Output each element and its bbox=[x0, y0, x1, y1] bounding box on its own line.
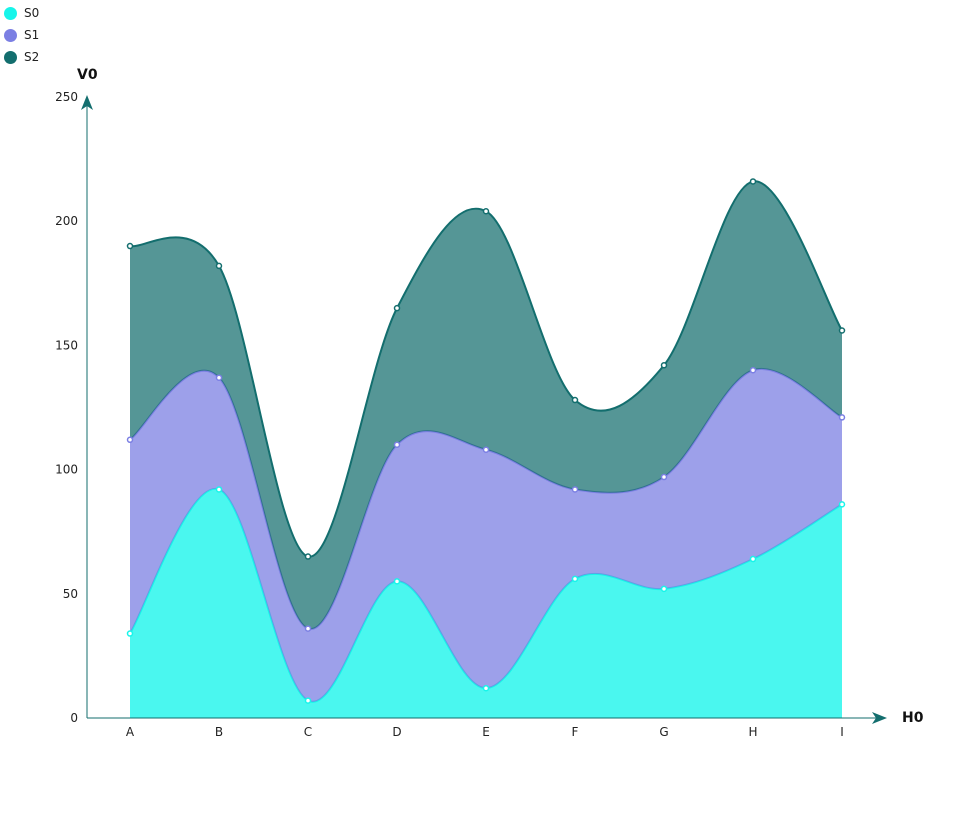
point-s0-b[interactable] bbox=[215, 486, 223, 493]
point-s0-f[interactable] bbox=[571, 575, 579, 583]
legend-label-s2: S2 bbox=[24, 50, 40, 64]
y-tick-label: 100 bbox=[55, 463, 78, 477]
y-tick-label: 250 bbox=[55, 90, 78, 104]
x-axis-arrow-icon bbox=[872, 712, 887, 724]
x-tick-label: C bbox=[304, 725, 312, 739]
x-axis-title: H0 bbox=[902, 710, 924, 726]
y-axis-arrow-icon bbox=[81, 95, 93, 110]
point-s1-f[interactable] bbox=[571, 486, 579, 493]
legend-swatch-s0 bbox=[4, 6, 17, 20]
y-tick-label: 200 bbox=[55, 214, 78, 228]
tick-labels: 0 50 100 150 200 250 A B C D E F G H I bbox=[55, 90, 844, 739]
point-s1-h[interactable] bbox=[749, 366, 757, 374]
point-s2-d[interactable] bbox=[393, 304, 401, 312]
legend-label-s0: S0 bbox=[24, 6, 40, 20]
legend-item-s0[interactable]: S0 bbox=[4, 2, 39, 24]
x-tick-label: D bbox=[392, 725, 401, 739]
point-s0-d[interactable] bbox=[393, 578, 401, 585]
point-s2-c[interactable] bbox=[304, 553, 312, 560]
x-tick-label: A bbox=[126, 725, 135, 739]
y-tick-label: 50 bbox=[63, 587, 78, 601]
area-s1 bbox=[130, 368, 842, 702]
point-s1-e[interactable] bbox=[482, 446, 490, 453]
point-s2-e[interactable] bbox=[482, 208, 490, 215]
legend: S0 S1 S2 bbox=[4, 2, 39, 68]
line-s2 bbox=[129, 180, 843, 558]
point-s1-d[interactable] bbox=[393, 441, 401, 449]
point-s0-i[interactable] bbox=[838, 501, 846, 508]
area-s0 bbox=[130, 488, 842, 718]
y-axis-title: V0 bbox=[77, 67, 98, 83]
point-s2-f[interactable] bbox=[571, 396, 579, 404]
y-tick-label: 0 bbox=[70, 711, 78, 725]
point-s0-g[interactable] bbox=[660, 585, 668, 593]
point-s0-h[interactable] bbox=[749, 555, 757, 563]
legend-item-s2[interactable]: S2 bbox=[4, 46, 39, 68]
legend-swatch-s2 bbox=[4, 50, 17, 64]
area-layers bbox=[129, 180, 843, 718]
x-tick-label: E bbox=[482, 725, 490, 739]
point-s0-e[interactable] bbox=[482, 684, 490, 692]
legend-item-s1[interactable]: S1 bbox=[4, 24, 39, 46]
point-s0-c[interactable] bbox=[304, 697, 312, 704]
legend-swatch-s1 bbox=[4, 28, 17, 42]
x-tick-label: G bbox=[659, 725, 668, 739]
point-s0-a[interactable] bbox=[126, 630, 134, 637]
y-tick-label: 150 bbox=[55, 338, 78, 352]
axes: V0 H0 bbox=[77, 67, 924, 726]
data-points bbox=[126, 178, 846, 704]
point-s2-a[interactable] bbox=[126, 242, 134, 250]
point-s2-b[interactable] bbox=[215, 262, 223, 270]
point-s1-i[interactable] bbox=[838, 414, 846, 421]
point-s1-a[interactable] bbox=[126, 436, 134, 444]
point-s1-c[interactable] bbox=[304, 625, 312, 632]
legend-label-s1: S1 bbox=[24, 28, 40, 42]
point-s2-h[interactable] bbox=[749, 178, 757, 185]
point-s1-b[interactable] bbox=[215, 374, 223, 381]
x-tick-label: B bbox=[215, 725, 223, 739]
x-tick-label: F bbox=[572, 725, 579, 739]
point-s2-i[interactable] bbox=[838, 327, 846, 334]
point-s1-g[interactable] bbox=[660, 473, 668, 481]
area-s2 bbox=[130, 181, 842, 630]
x-tick-label: I bbox=[840, 725, 844, 739]
x-tick-label: H bbox=[748, 725, 757, 739]
point-s2-g[interactable] bbox=[660, 362, 668, 369]
